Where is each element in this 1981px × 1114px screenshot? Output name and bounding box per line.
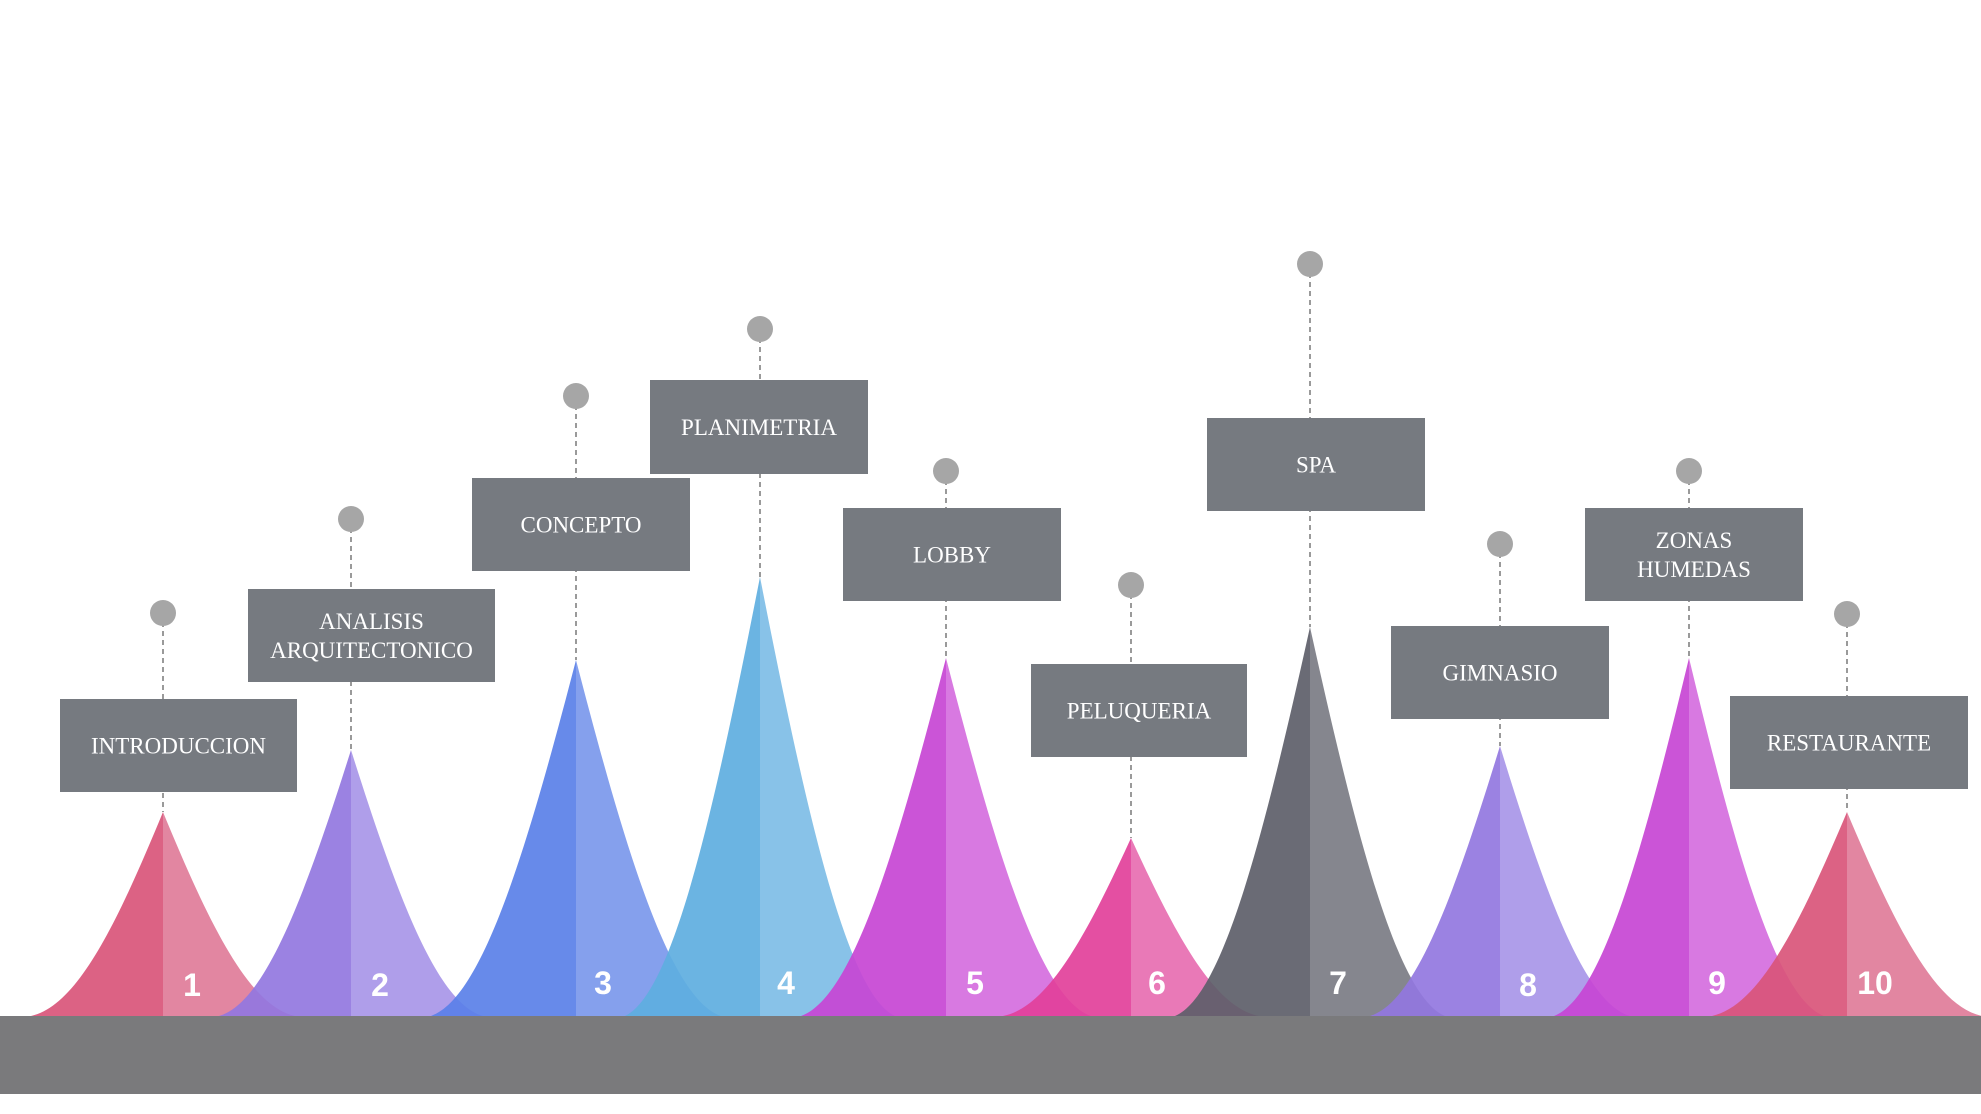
label-text-10: RESTAURANTE <box>1767 731 1931 756</box>
pin-10 <box>1834 601 1860 627</box>
peak-number-5: 5 <box>966 965 984 1001</box>
label-text-2: ANALISIS <box>319 609 424 634</box>
label-text-9: ZONAS <box>1656 528 1733 553</box>
peak-2-left <box>219 750 351 1016</box>
label-text-3: CONCEPTO <box>521 513 642 538</box>
pin-7 <box>1297 251 1323 277</box>
peak-3-left <box>431 660 576 1016</box>
peak-7-left <box>1175 627 1310 1016</box>
peak-6-right <box>1131 838 1259 1016</box>
label-box-6 <box>1031 664 1247 757</box>
pin-4 <box>747 316 773 342</box>
label-text-8: GIMNASIO <box>1443 661 1558 686</box>
label-box-7 <box>1207 418 1425 511</box>
peak-1-left <box>31 812 163 1016</box>
label-box-3 <box>472 478 690 571</box>
peaks-layer <box>31 577 1981 1016</box>
label-box-2 <box>248 589 495 682</box>
peak-5-right <box>946 658 1091 1016</box>
label-box-5 <box>843 508 1061 601</box>
peak-number-6: 6 <box>1148 965 1166 1001</box>
peak-7-right <box>1310 627 1445 1016</box>
label-text-7: SPA <box>1296 453 1336 478</box>
peak-6-left <box>1003 838 1131 1016</box>
peak-1-right <box>163 812 295 1016</box>
pin-2 <box>338 506 364 532</box>
label-text-1: INTRODUCCION <box>91 734 266 759</box>
pin-9 <box>1676 458 1702 484</box>
label-text-6: PELUQUERIA <box>1067 699 1212 724</box>
peak-3-right <box>576 660 721 1016</box>
label-text-4: PLANIMETRIA <box>681 415 837 440</box>
pin-3 <box>563 383 589 409</box>
label-box-8 <box>1391 626 1609 719</box>
label-box-1 <box>60 699 297 792</box>
peak-9-left <box>1554 658 1689 1016</box>
peak-number-2: 2 <box>371 967 389 1003</box>
peak-2-right <box>351 750 483 1016</box>
peak-number-1: 1 <box>183 967 201 1003</box>
peak-4-left <box>625 577 760 1016</box>
pin-1 <box>150 600 176 626</box>
peak-10-right <box>1847 812 1981 1016</box>
peak-number-9: 9 <box>1708 965 1726 1001</box>
label-text-9: HUMEDAS <box>1637 557 1751 582</box>
label-box-10 <box>1730 696 1968 789</box>
peak-9-right <box>1689 658 1824 1016</box>
peak-number-4: 4 <box>777 965 795 1001</box>
pin-5 <box>933 458 959 484</box>
label-text-2: ARQUITECTONICO <box>270 638 473 663</box>
peak-10-left <box>1712 812 1847 1016</box>
pin-6 <box>1118 572 1144 598</box>
peak-5-left <box>801 658 946 1016</box>
peak-8-right <box>1500 746 1630 1016</box>
peak-number-7: 7 <box>1329 965 1347 1001</box>
label-box-9 <box>1585 508 1803 601</box>
peak-4-right <box>760 577 895 1016</box>
numbers-layer: 1 2 3 4 5 6 7 8 9 10 <box>183 965 1893 1003</box>
pin-8 <box>1487 531 1513 557</box>
peak-8-left <box>1370 746 1500 1016</box>
label-text-5: LOBBY <box>913 543 991 568</box>
peak-number-8: 8 <box>1519 967 1537 1003</box>
base-band <box>0 1016 1981 1094</box>
labels-layer: INTRODUCCION ANALISIS ARQUITECTONICO CONCEP… <box>60 380 1968 792</box>
label-box-4 <box>650 380 868 474</box>
peak-number-3: 3 <box>594 965 612 1001</box>
peak-number-10: 10 <box>1857 965 1893 1001</box>
